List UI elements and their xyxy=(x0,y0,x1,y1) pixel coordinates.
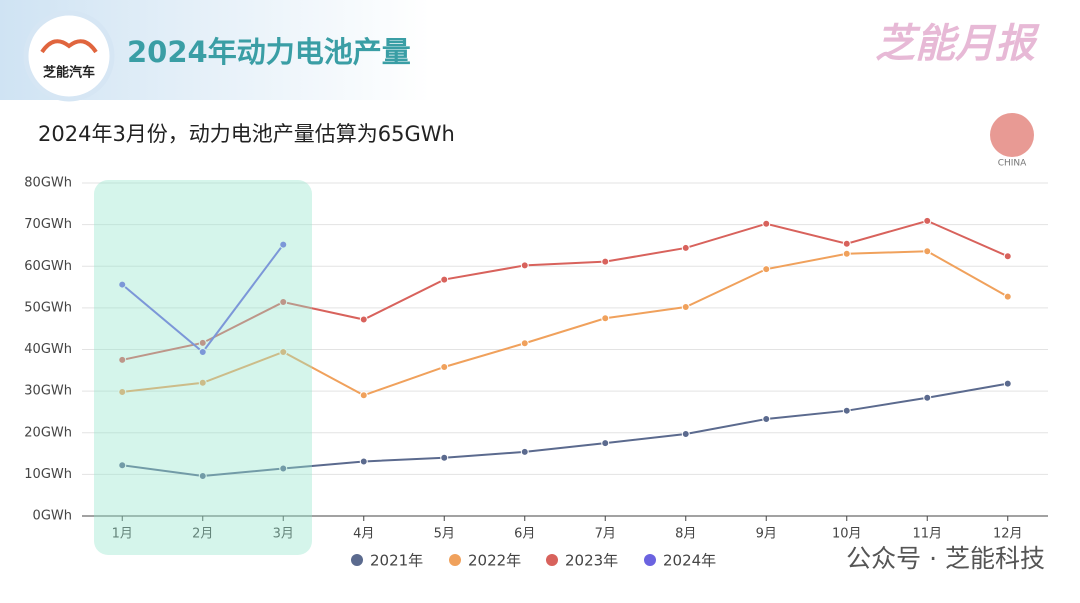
x-tick-label: 4月 xyxy=(353,527,374,542)
point xyxy=(1003,292,1012,301)
point xyxy=(198,347,207,356)
point xyxy=(359,457,368,466)
x-tick-label: 10月 xyxy=(832,527,862,542)
point xyxy=(520,447,529,456)
point xyxy=(279,298,288,307)
legend-label: 2022年 xyxy=(468,552,521,570)
flag xyxy=(990,113,1034,157)
point xyxy=(681,303,690,312)
point xyxy=(118,387,127,396)
y-tick-label: 60GWh xyxy=(24,259,72,274)
y-tick-label: 10GWh xyxy=(24,467,72,482)
point xyxy=(1003,379,1012,388)
point xyxy=(198,378,207,387)
point xyxy=(601,257,610,266)
x-tick-label: 9月 xyxy=(756,527,777,542)
point xyxy=(198,472,207,481)
point xyxy=(279,240,288,249)
point xyxy=(923,393,932,402)
point xyxy=(440,275,449,284)
flag-label: CHINA xyxy=(998,159,1027,169)
x-tick-label: 3月 xyxy=(273,527,294,542)
x-tick-label: 12月 xyxy=(993,527,1023,542)
point xyxy=(520,261,529,270)
point xyxy=(601,439,610,448)
legend-marker xyxy=(449,554,461,566)
point xyxy=(1003,252,1012,261)
point xyxy=(923,247,932,256)
logo xyxy=(23,10,115,102)
chart-title: 2024年动力电池产量 xyxy=(127,35,411,69)
point xyxy=(359,315,368,324)
y-tick-label: 70GWh xyxy=(24,217,72,232)
legend-label: 2023年 xyxy=(565,552,618,570)
point xyxy=(118,355,127,364)
point xyxy=(842,239,851,248)
watermark: 公众号 · 芝能科技 xyxy=(846,544,1045,573)
x-tick-label: 8月 xyxy=(675,527,696,542)
legend-marker xyxy=(546,554,558,566)
y-tick-label: 80GWh xyxy=(24,176,72,191)
subtitle: 2024年3月份，动力电池产量估算为65GWh xyxy=(38,122,455,146)
point xyxy=(198,338,207,347)
x-tick-label: 5月 xyxy=(434,527,455,542)
x-tick-label: 1月 xyxy=(112,527,133,542)
point xyxy=(842,406,851,415)
y-tick-label: 30GWh xyxy=(24,384,72,399)
legend-marker xyxy=(644,554,656,566)
x-tick-label: 2月 xyxy=(192,527,213,542)
line xyxy=(122,382,1008,478)
y-tick-label: 0GWh xyxy=(33,509,72,524)
point xyxy=(279,464,288,473)
point xyxy=(681,429,690,438)
point xyxy=(440,453,449,462)
legend-label: 2021年 xyxy=(370,552,423,570)
highlight-region xyxy=(94,180,312,555)
point xyxy=(762,265,771,274)
point xyxy=(440,362,449,371)
point xyxy=(923,216,932,225)
x-tick-label: 7月 xyxy=(595,527,616,542)
x-tick-label: 11月 xyxy=(912,527,942,542)
y-tick-label: 50GWh xyxy=(24,300,72,315)
point xyxy=(359,391,368,400)
point xyxy=(520,339,529,348)
point xyxy=(118,280,127,289)
point xyxy=(762,219,771,228)
point xyxy=(842,249,851,258)
point xyxy=(279,347,288,356)
x-tick-label: 6月 xyxy=(514,527,535,542)
line xyxy=(122,250,1009,397)
y-tick-label: 40GWh xyxy=(24,342,72,357)
brand: 芝能月报 xyxy=(875,21,1040,67)
logo-icon xyxy=(40,39,98,54)
legend-label: 2024年 xyxy=(663,552,716,570)
point xyxy=(118,461,127,470)
y-tick-label: 20GWh xyxy=(24,425,72,440)
line xyxy=(122,219,1009,361)
point xyxy=(762,415,771,424)
legend-marker xyxy=(351,554,363,566)
point xyxy=(681,243,690,252)
logo-text: 芝能汽车 xyxy=(43,65,95,81)
point xyxy=(601,314,610,323)
